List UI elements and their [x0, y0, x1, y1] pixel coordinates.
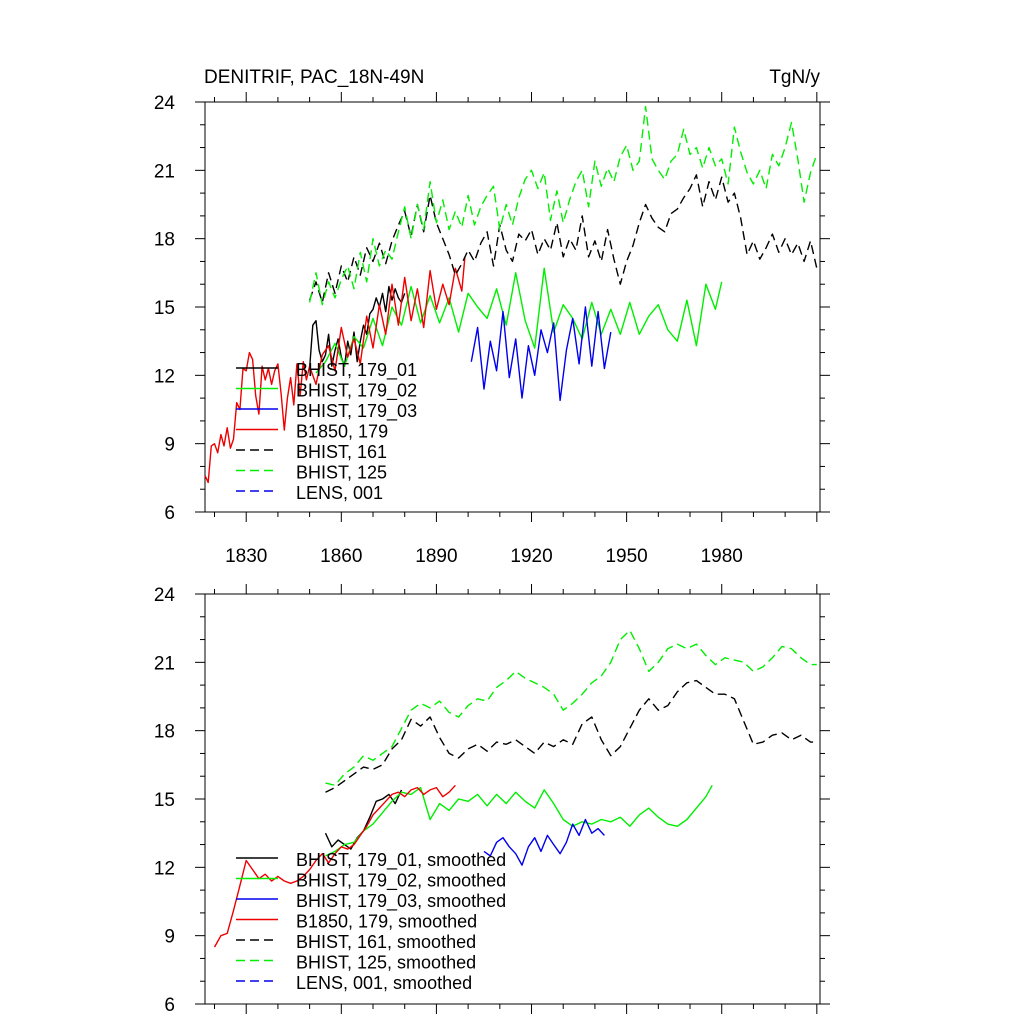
- y-tick-label: 9: [164, 927, 175, 948]
- y-tick-label: 6: [164, 503, 175, 524]
- y-tick-label: 15: [154, 298, 175, 319]
- legend-label: B1850, 179: [296, 422, 388, 442]
- legend-label: LENS, 001, smoothed: [296, 973, 472, 993]
- series-line-bhist-179-01-smoothed: [324, 789, 403, 850]
- y-tick-label: 9: [164, 435, 175, 456]
- y-tick-label: 21: [154, 653, 175, 674]
- legend-label: BHIST, 179_01, smoothed: [296, 850, 506, 871]
- x-tick-label: 1860: [320, 546, 362, 567]
- series-line-bhist-125-smoothed: [325, 629, 817, 786]
- legend-label: BHIST, 179_03, smoothed: [296, 891, 506, 912]
- legend-label: B1850, 179, smoothed: [296, 912, 477, 932]
- legend-label: BHIST, 179_02, smoothed: [296, 871, 506, 892]
- y-tick-label: 21: [154, 161, 175, 182]
- y-tick-label: 24: [154, 585, 176, 606]
- x-tick-label: 1890: [415, 546, 457, 567]
- legend-label: BHIST, 179_01: [296, 360, 417, 381]
- y-tick-label: 15: [154, 790, 175, 811]
- series-line-bhist-161-smoothed: [325, 679, 817, 793]
- legend-label: LENS, 001: [296, 483, 383, 503]
- x-tick-label: 1920: [510, 546, 552, 567]
- legend-label: BHIST, 161, smoothed: [296, 932, 476, 952]
- y-tick-label: 12: [154, 366, 175, 387]
- x-tick-label: 1830: [225, 546, 267, 567]
- legend-label: BHIST, 179_03: [296, 401, 417, 422]
- legend-label: BHIST, 179_02: [296, 381, 417, 402]
- y-tick-label: 6: [164, 995, 175, 1016]
- x-tick-label: 1950: [605, 546, 647, 567]
- y-tick-label: 12: [154, 858, 175, 879]
- series-line-bhist-179-03-smoothed: [483, 818, 605, 866]
- series-line-bhist-125: [308, 105, 818, 306]
- series-line-bhist-179-03: [470, 306, 612, 402]
- x-tick-label: 1980: [701, 546, 743, 567]
- series-line-b1850-179: [204, 256, 466, 484]
- series-line-bhist-179-01: [308, 285, 406, 369]
- series-line-bhist-179-02-smoothed: [325, 784, 713, 857]
- chart-title: DENITRIF, PAC_18N-49N: [204, 67, 424, 88]
- y-tick-label: 24: [154, 93, 176, 114]
- legend-label: BHIST, 161: [296, 442, 387, 462]
- legend-label: BHIST, 125: [296, 463, 387, 483]
- series-line-bhist-161: [308, 174, 818, 304]
- series-line-bhist-179-02: [315, 267, 723, 374]
- legend-label: BHIST, 125, smoothed: [296, 953, 476, 973]
- chart-units-label: TgN/y: [769, 67, 820, 88]
- annual-panel: 1830 1860 1890 1920 1950 1980 6 9 12 15 18 21 24 BHIS…: [154, 92, 830, 567]
- y-tick-label: 18: [154, 722, 175, 743]
- series-line-b1850-179-smoothed: [213, 784, 456, 948]
- y-tick-label: 18: [154, 230, 175, 251]
